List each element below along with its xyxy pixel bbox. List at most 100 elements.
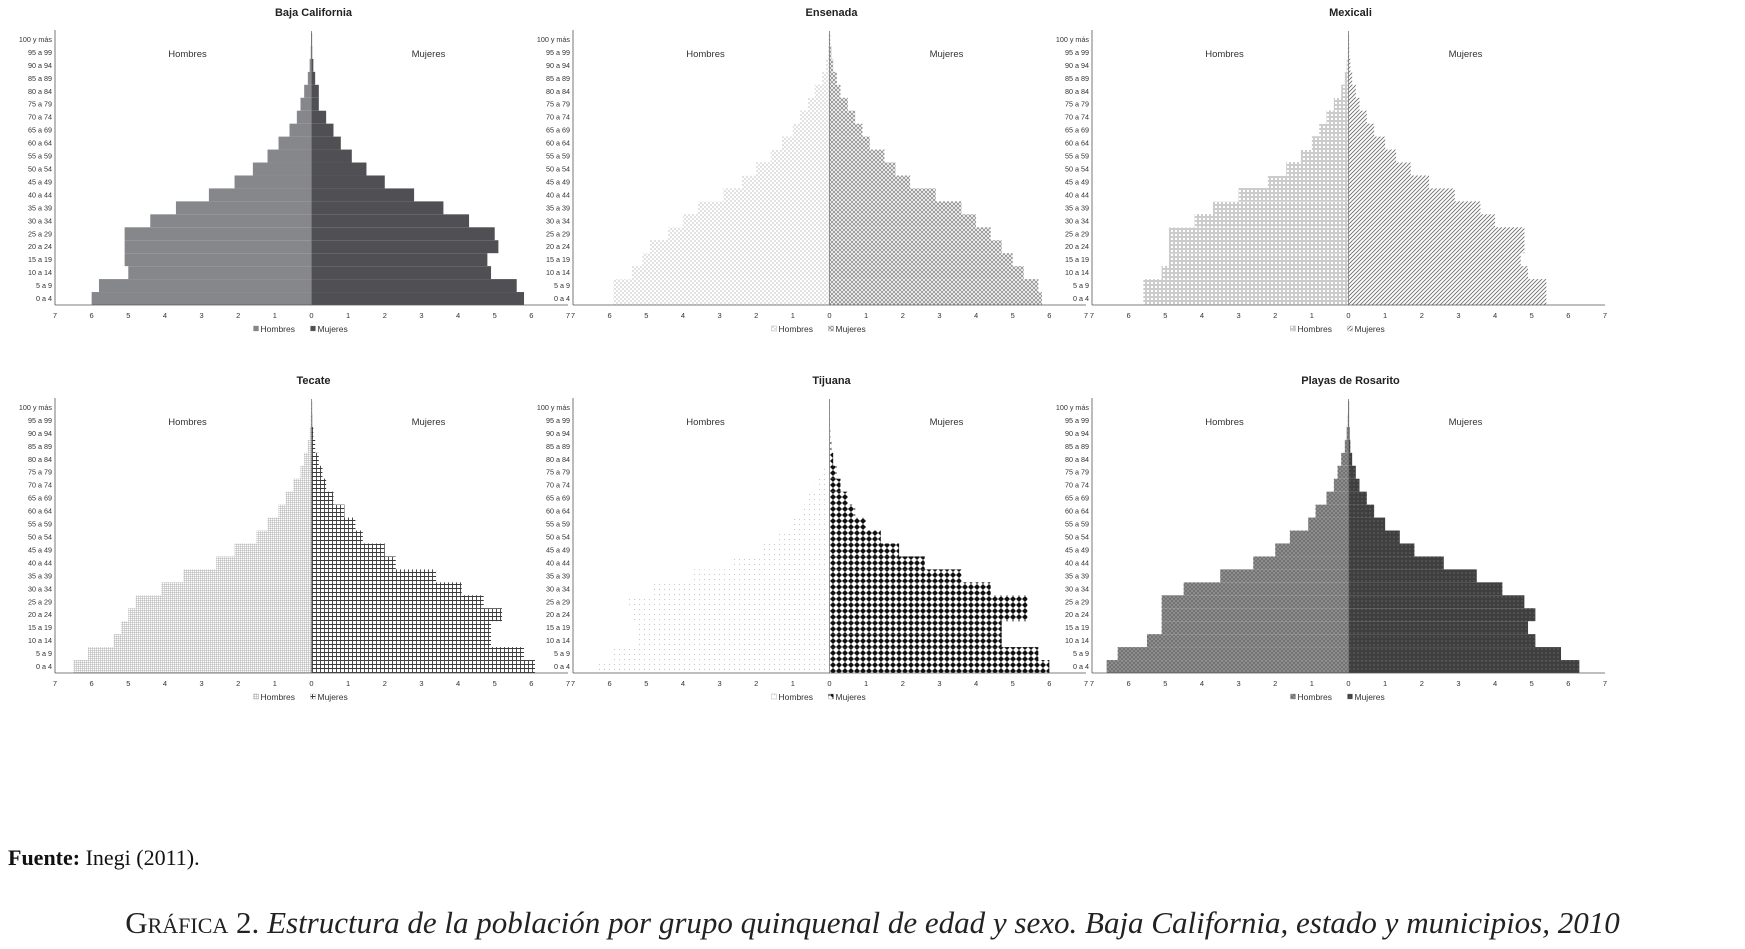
x-tick-label: 1	[273, 679, 277, 688]
bar-left-14	[1333, 478, 1349, 492]
x-tick-label: 4	[681, 679, 685, 688]
bar-right-4	[829, 608, 1028, 622]
y-tick-label: 0 a 4	[1073, 662, 1089, 671]
x-tick-label: 7	[1090, 311, 1094, 320]
bar-left-5	[124, 227, 312, 241]
x-tick-label: 2	[754, 679, 758, 688]
bar-left-1	[1117, 647, 1349, 661]
y-tick-label: 95 a 99	[546, 416, 570, 425]
x-tick-label: 1	[864, 311, 868, 320]
x-tick-label: 0	[827, 679, 831, 688]
x-tick-label: 4	[681, 311, 685, 320]
bar-right-9	[829, 175, 911, 189]
x-tick-label: 3	[1236, 311, 1240, 320]
bar-left-6	[653, 582, 830, 596]
bar-right-14	[829, 478, 841, 492]
y-tick-label: 60 a 64	[28, 139, 52, 148]
bar-right-13	[829, 123, 863, 137]
bar-left-0	[1106, 660, 1349, 673]
bar-right-7	[1348, 569, 1477, 583]
legend-label: Mujeres	[318, 324, 348, 334]
bar-right-18	[829, 426, 831, 440]
legend-swatch	[1347, 325, 1353, 332]
bar-right-1	[829, 279, 1039, 293]
y-tick-label: 100 y más	[19, 35, 53, 44]
y-tick-label: 50 a 54	[28, 165, 52, 174]
y-tick-label: 80 a 84	[546, 87, 570, 96]
bar-left-10	[1286, 162, 1349, 176]
y-tick-label: 0 a 4	[36, 294, 52, 303]
bar-left-3	[124, 253, 312, 267]
bar-right-0	[311, 660, 536, 673]
y-tick-label: 80 a 84	[28, 87, 52, 96]
y-tick-label: 80 a 84	[546, 455, 570, 464]
bar-right-10	[829, 162, 896, 176]
y-tick-label: 55 a 59	[28, 152, 52, 161]
y-tick-label: 50 a 54	[546, 165, 570, 174]
bar-right-2	[311, 266, 492, 280]
bar-left-16	[304, 452, 312, 466]
y-tick-label: 35 a 39	[28, 203, 52, 212]
x-tick-label: 6	[1566, 679, 1570, 688]
bar-right-16	[311, 84, 319, 98]
bar-right-12	[1348, 136, 1386, 150]
bar-right-19	[829, 45, 832, 59]
bar-left-2	[631, 266, 830, 280]
bar-right-9	[1348, 543, 1415, 557]
legend-label: Mujeres	[836, 324, 866, 334]
y-tick-label: 45 a 49	[546, 177, 570, 186]
x-tick-label: 5	[644, 679, 648, 688]
x-tick-label: 4	[1200, 311, 1204, 320]
bar-left-14	[800, 110, 830, 124]
bar-left-14	[296, 110, 312, 124]
y-tick-label: 45 a 49	[1065, 545, 1089, 554]
bar-left-6	[1183, 582, 1349, 596]
bar-right-11	[829, 517, 867, 531]
bar-right-4	[311, 608, 503, 622]
bar-left-10	[756, 162, 830, 176]
bar-left-11	[792, 517, 830, 531]
bar-left-7	[175, 201, 312, 215]
bar-left-13	[285, 491, 312, 505]
bar-left-5	[135, 595, 312, 609]
bar-right-3	[829, 621, 1002, 635]
bar-left-13	[1326, 491, 1349, 505]
bar-right-3	[1348, 253, 1521, 267]
bar-left-8	[216, 556, 312, 570]
x-tick-label: 7	[1084, 311, 1088, 320]
y-tick-label: 70 a 74	[1065, 481, 1089, 490]
bar-right-8	[1348, 556, 1444, 570]
y-tick-label: 25 a 29	[1065, 229, 1089, 238]
legend-swatch	[828, 325, 834, 332]
bar-left-2	[1146, 634, 1349, 648]
y-tick-label: 75 a 79	[28, 100, 52, 109]
bar-left-11	[1300, 149, 1349, 163]
bar-right-17	[311, 71, 316, 85]
x-tick-label: 6	[1127, 679, 1131, 688]
bar-right-16	[829, 84, 841, 98]
y-tick-label: 65 a 69	[28, 126, 52, 135]
bar-right-14	[1348, 478, 1360, 492]
legend-label: Hombres	[779, 324, 813, 334]
bar-left-6	[161, 582, 312, 596]
bar-left-1	[613, 647, 830, 661]
x-tick-label: 6	[529, 311, 533, 320]
y-tick-label: 25 a 29	[28, 597, 52, 606]
bar-left-4	[631, 608, 830, 622]
y-tick-label: 0 a 4	[554, 662, 570, 671]
y-tick-label: 15 a 19	[1065, 255, 1089, 264]
y-tick-label: 10 a 14	[1065, 268, 1089, 277]
y-tick-label: 85 a 89	[1065, 442, 1089, 451]
y-tick-label: 40 a 44	[546, 558, 570, 567]
x-tick-label: 7	[53, 679, 57, 688]
bar-left-10	[1289, 530, 1349, 544]
bar-left-4	[1168, 240, 1349, 254]
bar-left-11	[770, 149, 830, 163]
bar-left-2	[638, 634, 830, 648]
bar-right-4	[1348, 608, 1536, 622]
y-tick-label: 10 a 14	[28, 636, 52, 645]
bar-left-6	[1194, 214, 1349, 228]
bar-right-5	[311, 595, 484, 609]
x-tick-label: 0	[1346, 679, 1350, 688]
bar-right-9	[1348, 175, 1430, 189]
